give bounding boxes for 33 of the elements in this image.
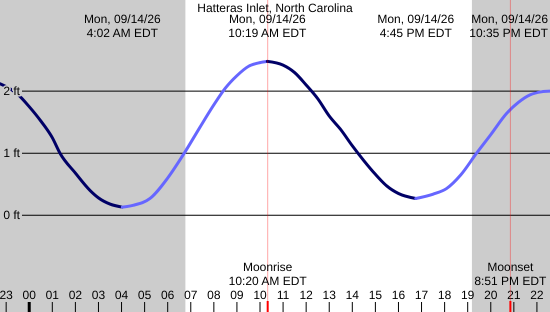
- x-tick-label: 00: [22, 288, 36, 302]
- x-tick-label: 12: [299, 288, 314, 302]
- annotation: Mon, 09/14/26 10:35 PM EDT: [469, 12, 549, 40]
- ref-line-label: Moonrise 10:20 AM EDT: [228, 260, 308, 288]
- x-tick-label: 13: [322, 288, 336, 302]
- x-tick-label: 16: [392, 288, 406, 302]
- x-tick-label: 05: [138, 288, 152, 302]
- x-tick-label: 09: [230, 288, 244, 302]
- chart-title: Hatteras Inlet, North Carolina: [197, 1, 354, 15]
- x-tick-label: 06: [161, 288, 175, 302]
- x-tick-label: 07: [184, 288, 198, 302]
- x-tick-label: 10: [253, 288, 267, 302]
- ref-line-label: Moonset 8:51 PM EDT: [474, 260, 548, 288]
- x-tick-label: 03: [92, 288, 106, 302]
- x-tick-label: 04: [114, 288, 129, 302]
- x-tick-label: 22: [530, 288, 544, 302]
- y-tick-label: 0 ft: [3, 208, 21, 222]
- x-tick-label: 19: [461, 288, 475, 302]
- x-tick-label: 20: [484, 288, 498, 302]
- x-tick-label: 18: [438, 288, 452, 302]
- annotation: Mon, 09/14/26 10:19 AM EDT: [228, 12, 307, 40]
- x-tick-label: 17: [414, 288, 429, 302]
- x-tick-label: 08: [207, 288, 221, 302]
- x-tick-label: 02: [68, 288, 82, 302]
- y-tick-label: 1 ft: [3, 146, 21, 160]
- x-tick-label: 21: [507, 288, 521, 302]
- x-tick-label: 23: [0, 288, 14, 302]
- annotation: Mon, 09/14/26 4:02 AM EDT: [84, 12, 161, 40]
- x-tick-label: 01: [46, 288, 60, 302]
- x-tick-label: 14: [346, 288, 360, 302]
- x-tick-label: 15: [368, 288, 382, 302]
- annotation: Mon, 09/14/26 4:45 PM EDT: [377, 12, 454, 40]
- x-tick-label: 11: [276, 288, 290, 302]
